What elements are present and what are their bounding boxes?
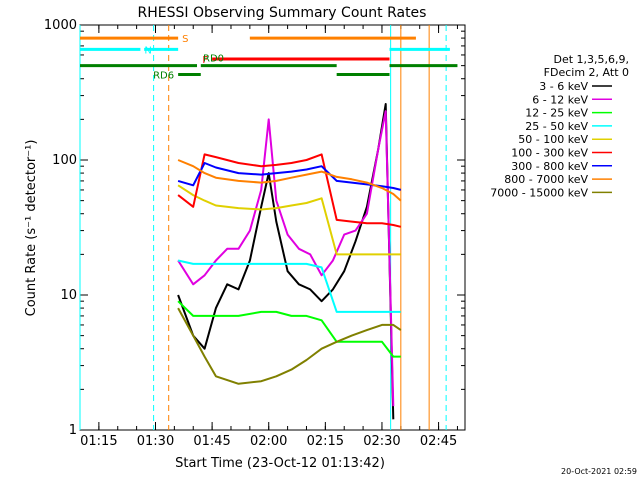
legend-entry-label: 6 - 12 keV [532,93,588,106]
flag-label: RD6 [153,70,174,81]
x-tick-label: 01:30 [137,434,174,449]
x-tick-label: 02:45 [420,434,457,449]
series-line [177,110,395,407]
x-tick-label: 02:00 [250,434,287,449]
x-tick-label: 01:45 [193,434,230,449]
series-line [177,159,402,202]
series-line [177,300,401,358]
plot-frame [79,24,466,431]
y-tick-label: 1 [69,423,77,438]
plot-area [79,24,466,431]
series-line [177,184,401,256]
series-lines [177,103,402,420]
legend-entry-label: 300 - 800 keV [511,160,588,173]
legend-header: Det 1,3,5,6,9, [553,53,629,66]
flag-label: F [202,55,208,66]
x-tick-label: 01:15 [80,434,117,449]
x-axis-label: Start Time (23-Oct-12 01:13:42) [175,456,385,471]
series-line [177,307,402,385]
flag-label: S [182,34,188,45]
chart-title: RHESSI Observing Summary Count Rates [138,5,427,21]
y-tick-label: 10 [60,288,77,303]
vertical-markers [79,25,447,430]
legend-entry-label: 7000 - 15000 keV [490,186,588,199]
flag-label: N [144,45,151,56]
legend-entry-label: 12 - 25 keV [525,107,588,120]
series-line [177,153,402,228]
legend-entry-label: 50 - 100 keV [518,133,588,146]
y-axis-label: Count Rate (s⁻¹ detector⁻¹) [24,140,39,317]
y-tick-label: 1000 [44,18,77,33]
axis-ticks: 01:15 01:30 01:45 02:00 02:15 02:30 02:45 1 10 10… [44,18,465,449]
legend-entry-label: 100 - 300 keV [511,147,588,160]
x-tick-label: 02:30 [363,434,400,449]
timestamp: 20-Oct-2021 02:59 [561,467,637,476]
y-tick-label: 100 [52,153,77,168]
legend-header: FDecim 2, Att 0 [544,66,629,79]
legend: Det 1,3,5,6,9,FDecim 2, Att 03 - 6 keV6 … [490,53,629,199]
legend-entry-label: 3 - 6 keV [539,80,588,93]
legend-entry-label: 25 - 50 keV [525,120,588,133]
flag-label: RD0 [203,54,224,65]
legend-entry-label: 800 - 7000 keV [504,173,588,186]
x-tick-label: 02:15 [307,434,344,449]
series-line [177,259,401,313]
